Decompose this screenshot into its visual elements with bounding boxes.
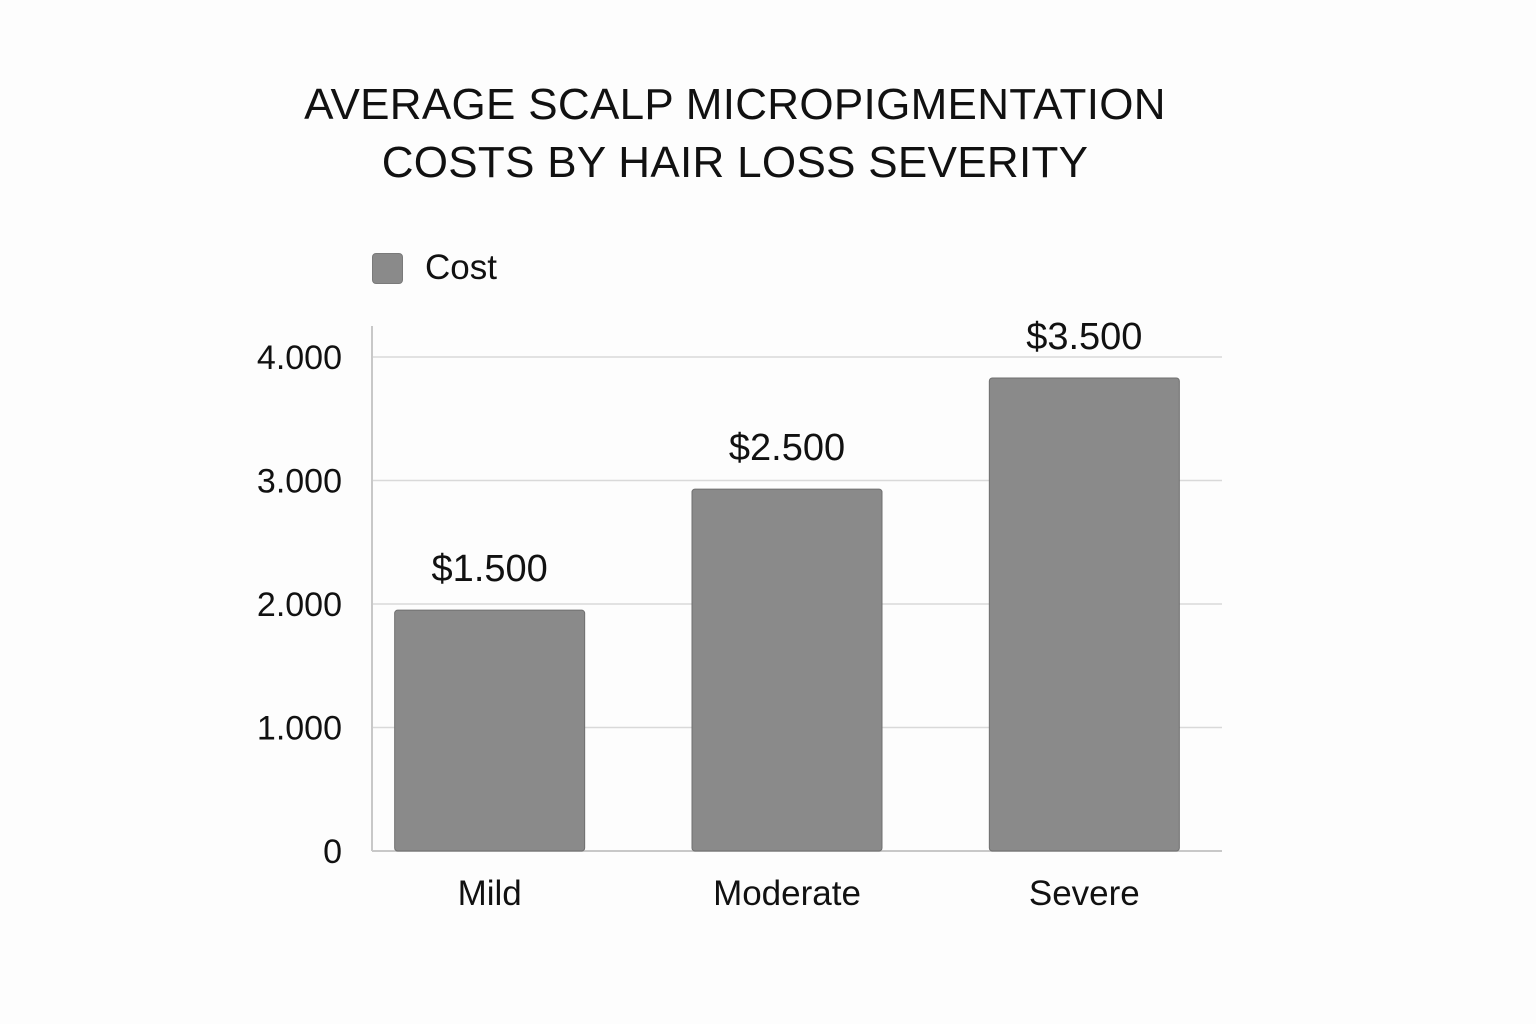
x-tick-label-moderate: Moderate (713, 874, 861, 913)
chart-title: AVERAGE SCALP MICROPIGMENTATION COSTS BY… (0, 76, 1470, 192)
chart-legend: Cost (372, 248, 497, 287)
y-tick-label: 2.000 (257, 586, 342, 624)
y-tick-label: 0 (323, 833, 342, 871)
chart-title-line-2: COSTS BY HAIR LOSS SEVERITY (381, 138, 1089, 187)
y-tick-label: 3.000 (257, 463, 342, 501)
x-tick-label-severe: Severe (1029, 874, 1140, 913)
bar-mild (394, 609, 586, 852)
bar-severe (988, 377, 1180, 852)
legend-swatch-cost (372, 252, 403, 284)
data-label-severe: $3.500 (1026, 316, 1142, 358)
x-tick-label-mild: Mild (458, 874, 522, 913)
chart-title-line-1: AVERAGE SCALP MICROPIGMENTATION (304, 80, 1166, 129)
y-tick-label: 4.000 (257, 339, 342, 377)
legend-label-cost: Cost (425, 248, 497, 287)
data-label-mild: $1.500 (432, 548, 548, 590)
y-tick-label: 1.000 (257, 710, 342, 748)
bar-moderate (691, 488, 883, 852)
data-label-moderate: $2.500 (729, 427, 845, 469)
